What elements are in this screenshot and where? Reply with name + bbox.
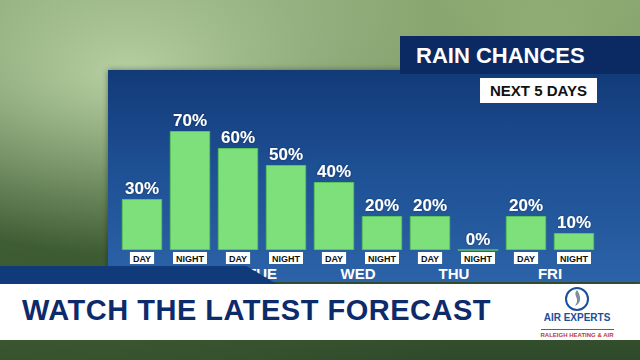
svg-text:DAY: DAY [325, 254, 343, 264]
svg-text:FRI: FRI [538, 265, 562, 282]
svg-text:0%: 0% [466, 230, 491, 249]
html-text:AIR EXPERTS: AIR EXPERTS [543, 312, 611, 323]
svg-text:NIGHT: NIGHT [272, 254, 301, 264]
svg-text:20%: 20% [413, 196, 447, 215]
svg-text:50%: 50% [269, 145, 303, 164]
svg-text:20%: 20% [365, 196, 399, 215]
svg-text:NIGHT: NIGHT [176, 254, 205, 264]
html-text:RALEIGH HEATING & AIR: RALEIGH HEATING & AIR [540, 332, 614, 338]
svg-text:THU: THU [439, 265, 470, 282]
svg-text:10%: 10% [557, 213, 591, 232]
svg-text:70%: 70% [173, 111, 207, 130]
svg-text:60%: 60% [221, 128, 255, 147]
svg-text:RAIN CHANCES: RAIN CHANCES [416, 43, 585, 68]
svg-text:WED: WED [341, 265, 376, 282]
svg-text:DAY: DAY [421, 254, 439, 264]
svg-text:DAY: DAY [133, 254, 151, 264]
svg-text:30%: 30% [125, 179, 159, 198]
svg-text:DAY: DAY [517, 254, 535, 264]
html-text:WATCH THE LATEST FORECAST: WATCH THE LATEST FORECAST [22, 294, 491, 326]
svg-text:NIGHT: NIGHT [560, 254, 589, 264]
svg-text:40%: 40% [317, 162, 351, 181]
svg-text:NEXT 5 DAYS: NEXT 5 DAYS [490, 82, 587, 99]
svg-text:20%: 20% [509, 196, 543, 215]
svg-text:DAY: DAY [229, 254, 247, 264]
svg-text:NIGHT: NIGHT [368, 254, 397, 264]
svg-text:TUE: TUE [247, 265, 277, 282]
svg-text:NIGHT: NIGHT [464, 254, 493, 264]
